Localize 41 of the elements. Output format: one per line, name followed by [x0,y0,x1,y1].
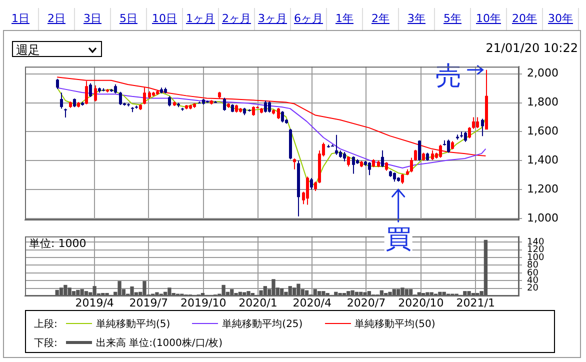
category-label: 20年 [507,8,543,30]
y-tick-label: 20 [527,284,539,294]
category-label: 3年 [399,8,435,30]
x-tick-label: 2019/4 [75,296,114,310]
y-tick-label: 1,600 [527,124,558,138]
category-label: 2年 [363,8,399,30]
category-label: 30年 [543,8,579,30]
y-tick-label: 1,000 [527,211,558,224]
category-label: 3ヶ月 [255,8,291,30]
legend-label: 単純移動平均(25) [222,318,303,330]
x-tick-label: 2020/1 [238,296,278,310]
annotation: 単位: 1000 [29,236,86,250]
legend-label: 単純移動平均(5) [96,318,170,330]
y-tick-label: 1,800 [527,96,558,109]
legend-title: 上段: [34,318,58,330]
x-tick-label: 2021/1 [456,296,495,310]
category-label: 10年 [471,8,507,30]
category-label: 5年 [435,8,471,30]
x-tick-label: 2020/10 [398,296,444,310]
x-tick-label: 2020/4 [292,296,332,310]
text: 21/01/20 10:22 [486,41,578,55]
legend-label: 出来高 単位:(1000株/口/枚) [96,336,223,350]
y-tick-label: 1,200 [527,182,558,196]
x-tick-label: 2019/10 [180,296,226,310]
text: 週足 [16,43,40,57]
y-tick-label: 2,000 [527,66,558,80]
category-label: 6ヶ月 [291,8,327,30]
category-label: 2日 [39,8,75,30]
category-label: 3日 [75,8,111,30]
y-tick-label: 1,400 [527,154,558,167]
category-label: 5日 [111,8,147,30]
legend-label: 単純移動平均(50) [354,318,436,330]
category-label: 10日 [147,8,183,30]
category-label: 1ヶ月 [183,8,219,30]
legend-title: 下段: [34,336,58,350]
category-label: 1年 [327,8,363,30]
x-tick-label: 2019/7 [129,296,168,310]
annotation: 買 [385,224,412,254]
category-label: 2ヶ月 [219,8,255,30]
x-tick-label: 2020/7 [346,296,386,310]
category-label: 1日 [3,8,39,30]
